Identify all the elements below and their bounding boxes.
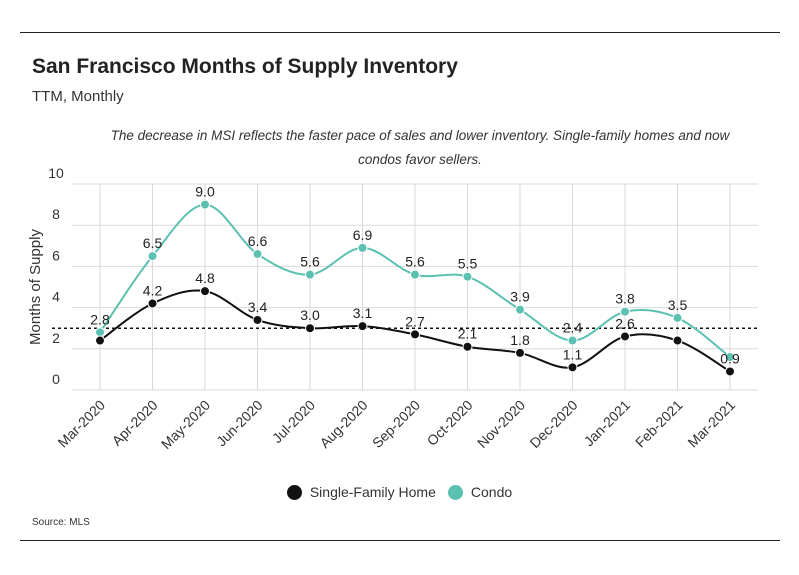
y-tick-label: 10 — [48, 165, 64, 181]
data-label-condo: 9.0 — [195, 184, 215, 200]
top-rule — [20, 32, 780, 33]
x-tick-label: Apr-2020 — [109, 397, 161, 449]
data-label-condo: 6.6 — [248, 233, 268, 249]
data-label-sfh: 1.1 — [563, 346, 583, 362]
point-sfh — [305, 323, 315, 334]
point-sfh — [147, 298, 158, 309]
data-label-condo: 6.9 — [353, 227, 373, 243]
point-sfh — [620, 331, 630, 342]
data-label-condo: 5.6 — [405, 254, 425, 270]
point-condo — [725, 352, 735, 363]
x-tick-label: Sep-2020 — [369, 397, 423, 451]
point-condo — [410, 269, 420, 280]
point-sfh — [357, 321, 368, 332]
chart-annotation: The decrease in MSI reflects the faster … — [110, 128, 730, 167]
data-label-sfh: 4.2 — [143, 282, 163, 298]
chart-title: San Francisco Months of Supply Inventory — [32, 55, 458, 78]
x-tick-label: May-2020 — [158, 397, 213, 452]
point-sfh — [200, 286, 210, 297]
data-label-condo: 5.6 — [300, 254, 320, 270]
x-tick-label: Dec-2020 — [526, 397, 580, 451]
point-condo — [357, 242, 368, 253]
legend-label-sfh: Single-Family Home — [309, 484, 436, 500]
legend: Single-Family Home Condo — [0, 484, 799, 500]
data-label-condo: 2.8 — [90, 311, 110, 327]
x-tick-label: Mar-2020 — [54, 397, 108, 451]
y-axis-label: Months of Supply — [27, 229, 44, 345]
source-note: Source: MLS — [32, 517, 90, 528]
x-tick-label: Jul-2020 — [269, 397, 318, 446]
point-condo — [515, 304, 525, 315]
point-condo — [462, 271, 473, 282]
y-tick-label: 2 — [52, 330, 60, 346]
point-condo — [252, 249, 263, 260]
data-label-sfh: 0.9 — [720, 350, 740, 366]
data-label-sfh: 2.1 — [458, 326, 478, 342]
data-label-sfh: 3.4 — [248, 299, 268, 315]
x-tick-label: Jun-2020 — [213, 397, 266, 450]
point-sfh — [95, 335, 105, 346]
data-label-sfh: 3.0 — [300, 307, 320, 323]
data-label-sfh: 2.7 — [405, 313, 425, 329]
y-tick-label: 4 — [52, 289, 60, 305]
point-sfh — [252, 314, 263, 325]
data-label-sfh: 4.8 — [195, 270, 215, 286]
x-tick-label: Feb-2021 — [632, 397, 686, 451]
data-label-sfh: 2.6 — [615, 315, 635, 331]
y-tick-label: 8 — [52, 206, 60, 222]
point-sfh — [567, 362, 578, 373]
chart-subtitle: TTM, Monthly — [32, 88, 124, 105]
point-condo — [95, 327, 105, 338]
point-condo — [305, 269, 315, 280]
point-condo — [147, 251, 158, 262]
data-label-condo: 3.9 — [510, 289, 530, 305]
data-label-condo: 3.5 — [668, 297, 688, 313]
x-tick-label: Aug-2020 — [316, 397, 370, 451]
y-tick-label: 0 — [52, 371, 60, 387]
x-tick-label: Mar-2021 — [684, 397, 738, 451]
point-condo — [672, 312, 683, 323]
data-label-sfh: 3.1 — [353, 305, 373, 321]
legend-marker-sfh — [286, 484, 302, 500]
point-condo — [200, 199, 210, 210]
data-label-sfh: 1.8 — [510, 332, 530, 348]
point-sfh — [672, 335, 683, 346]
legend-marker-condo — [447, 484, 463, 500]
point-sfh — [725, 366, 735, 377]
data-label-condo: 6.5 — [143, 235, 163, 251]
legend-item-sfh: Single-Family Home — [286, 484, 436, 500]
x-tick-label: Jan-2021 — [581, 397, 634, 450]
point-condo — [620, 306, 630, 317]
x-tick-label: Nov-2020 — [474, 397, 528, 451]
data-label-condo: 3.8 — [615, 291, 635, 307]
point-sfh — [462, 341, 473, 352]
data-label-condo: 5.5 — [458, 256, 478, 272]
legend-item-condo: Condo — [447, 484, 513, 500]
point-sfh — [515, 347, 525, 358]
y-tick-label: 6 — [52, 247, 60, 263]
bottom-rule — [20, 540, 780, 541]
data-label-condo: 2.4 — [563, 320, 583, 336]
point-condo — [567, 335, 578, 346]
x-tick-label: Oct-2020 — [424, 397, 476, 449]
point-sfh — [410, 329, 420, 340]
legend-label-condo: Condo — [470, 484, 513, 500]
